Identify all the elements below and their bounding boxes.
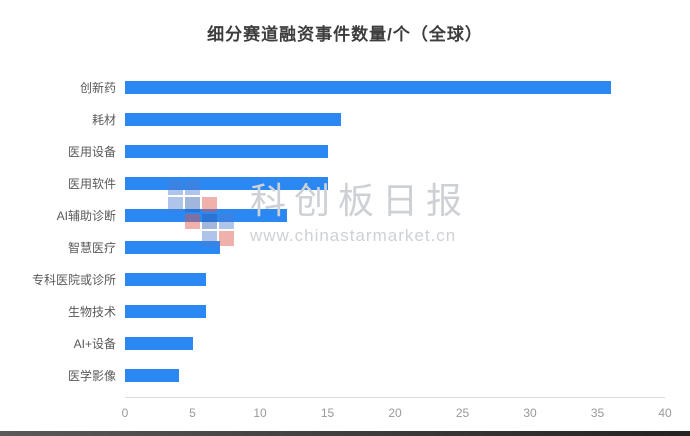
- bar: [125, 144, 328, 158]
- category-label: AI+设备: [73, 336, 116, 351]
- bar-row: AI+设备: [0, 327, 665, 359]
- x-axis-tick-label: 10: [253, 406, 267, 420]
- bar-row: 医用设备: [0, 135, 665, 167]
- bar-track: [125, 336, 665, 350]
- category-label: 专科医院或诊所: [31, 272, 116, 287]
- bar-row: 专科医院或诊所: [0, 263, 665, 295]
- bar: [125, 112, 341, 126]
- x-axis-tick-label: 15: [320, 406, 335, 420]
- category-label: 耗材: [91, 112, 116, 127]
- bar-row: 生物技术: [0, 295, 665, 327]
- chart-title: 细分赛道融资事件数量/个（全球）: [207, 25, 483, 44]
- x-axis-tick-label: 30: [523, 406, 537, 420]
- category-label: 医用设备: [67, 144, 116, 159]
- category-label: 医用软件: [67, 176, 116, 191]
- bar: [125, 208, 287, 222]
- category-label: 生物技术: [67, 304, 116, 319]
- bar: [125, 176, 328, 190]
- x-axis-tick-label: 5: [189, 406, 196, 420]
- bar-row: 医用软件: [0, 167, 665, 199]
- x-axis-ticks: 0 5 10 15 20 25 30 35 40: [121, 398, 672, 420]
- bar-track: [125, 368, 665, 382]
- bar: [125, 368, 179, 382]
- bar-track: [125, 112, 665, 126]
- x-axis-tick-label: 0: [121, 406, 129, 420]
- x-axis-tick-label: 40: [658, 406, 672, 420]
- bar-track: [125, 240, 665, 254]
- bar-track: [125, 144, 665, 158]
- bar-row: AI辅助诊断: [0, 199, 665, 231]
- bar-rows: 创新药耗材医用设备医用软件 AI辅助诊断智慧医疗专科医院或诊所生物技术 AI+设备医…: [0, 71, 665, 391]
- bar: [125, 240, 220, 254]
- bar: [125, 336, 193, 350]
- bottom-window-edge: [0, 431, 690, 436]
- plot-area: 创新药耗材医用设备医用软件 AI辅助诊断智慧医疗专科医院或诊所生物技术 AI+设备医…: [0, 71, 672, 420]
- category-label: AI辅助诊断: [56, 208, 116, 223]
- x-axis-tick-label: 25: [455, 406, 470, 420]
- bar-row: 耗材: [0, 103, 665, 135]
- category-label: 智慧医疗: [67, 240, 116, 255]
- x-axis-tick-label: 20: [388, 406, 402, 420]
- x-axis-line: [125, 397, 665, 398]
- bar-track: [125, 80, 665, 94]
- category-label: 创新药: [79, 80, 116, 95]
- bar-track: [125, 208, 665, 222]
- bar-track: [125, 272, 665, 286]
- bar-track: [125, 304, 665, 318]
- bar-row: 智慧医疗: [0, 231, 665, 263]
- category-label: 医学影像: [67, 368, 116, 383]
- bar-row: 医学影像: [0, 359, 665, 391]
- bar-track: [125, 176, 665, 190]
- x-axis-tick-label: 35: [590, 406, 605, 420]
- bar-row: 创新药: [0, 71, 665, 103]
- bar: [125, 304, 206, 318]
- bar: [125, 272, 206, 286]
- bar: [125, 80, 611, 94]
